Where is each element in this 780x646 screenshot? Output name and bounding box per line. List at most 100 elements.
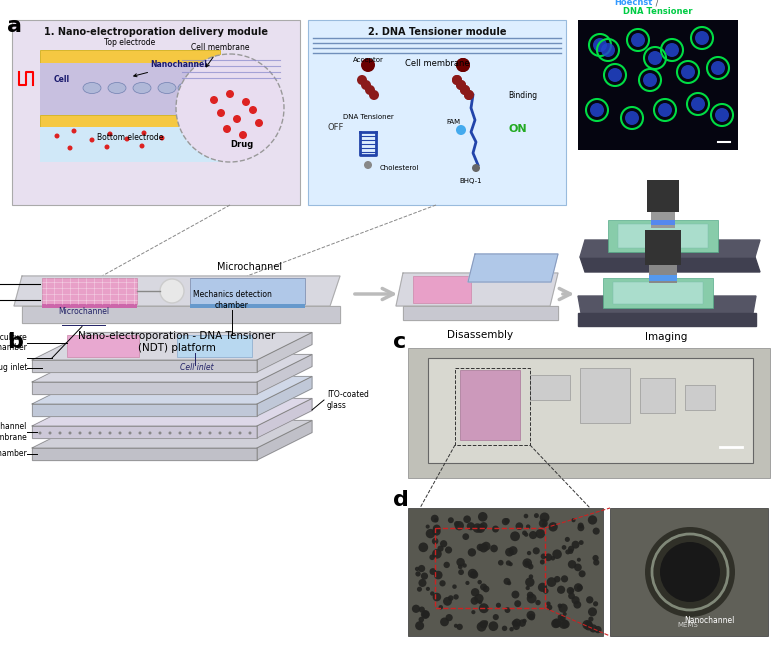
Circle shape: [364, 161, 372, 169]
Circle shape: [509, 627, 514, 631]
Circle shape: [590, 103, 604, 117]
Circle shape: [691, 97, 705, 111]
Circle shape: [419, 617, 424, 622]
Text: Bottom electrode: Bottom electrode: [97, 133, 163, 142]
Bar: [428, 358, 753, 463]
Circle shape: [456, 58, 470, 72]
Circle shape: [526, 586, 530, 590]
Circle shape: [179, 432, 182, 435]
Circle shape: [523, 514, 528, 518]
Circle shape: [695, 31, 709, 45]
Circle shape: [566, 549, 570, 554]
Circle shape: [484, 620, 488, 625]
Polygon shape: [257, 399, 312, 438]
Circle shape: [496, 603, 501, 608]
Circle shape: [416, 571, 420, 577]
Circle shape: [369, 90, 379, 100]
Circle shape: [561, 575, 568, 583]
Circle shape: [432, 527, 441, 536]
Bar: [578, 20, 738, 150]
Ellipse shape: [108, 83, 126, 94]
Circle shape: [594, 626, 601, 633]
Bar: [40, 50, 220, 63]
Bar: [685, 385, 715, 410]
Text: Nano-electroporation - DNA Tensioner
(NDT) platform: Nano-electroporation - DNA Tensioner (ND…: [78, 331, 275, 353]
Circle shape: [210, 96, 218, 104]
Circle shape: [468, 548, 476, 557]
Circle shape: [476, 524, 485, 533]
Circle shape: [432, 549, 441, 559]
Polygon shape: [468, 254, 558, 282]
Circle shape: [249, 106, 257, 114]
Circle shape: [218, 432, 222, 435]
Circle shape: [198, 432, 201, 435]
Circle shape: [593, 601, 598, 607]
Polygon shape: [257, 377, 312, 416]
Circle shape: [421, 572, 428, 579]
Circle shape: [574, 583, 583, 592]
Circle shape: [68, 145, 73, 151]
Circle shape: [551, 619, 560, 628]
Bar: [40, 63, 220, 115]
Circle shape: [158, 432, 161, 435]
Polygon shape: [32, 360, 257, 372]
Circle shape: [470, 597, 478, 605]
Circle shape: [681, 65, 695, 79]
Circle shape: [98, 432, 101, 435]
Circle shape: [452, 75, 462, 85]
Circle shape: [105, 145, 109, 149]
Text: Acceptor: Acceptor: [353, 57, 384, 63]
Circle shape: [477, 544, 484, 551]
Circle shape: [512, 590, 519, 599]
Circle shape: [361, 80, 371, 90]
Circle shape: [357, 75, 367, 85]
Circle shape: [58, 432, 62, 435]
Circle shape: [463, 563, 466, 568]
Text: BHQ-1: BHQ-1: [459, 178, 482, 184]
Text: 1. Nano-electroporation delivery module: 1. Nano-electroporation delivery module: [44, 27, 268, 37]
Circle shape: [242, 98, 250, 106]
Circle shape: [528, 614, 535, 620]
Circle shape: [108, 132, 112, 136]
Circle shape: [658, 103, 672, 117]
Text: Nanochannel
membrane: Nanochannel membrane: [0, 422, 27, 442]
Circle shape: [458, 565, 463, 569]
Circle shape: [538, 583, 547, 592]
Circle shape: [505, 560, 511, 566]
Text: MEMS: MEMS: [678, 622, 698, 628]
Circle shape: [434, 571, 442, 579]
Circle shape: [572, 541, 580, 548]
Bar: [40, 115, 220, 127]
Text: Imaging: Imaging: [645, 332, 687, 342]
Polygon shape: [578, 313, 756, 326]
Bar: [42, 304, 137, 308]
Circle shape: [108, 432, 112, 435]
Circle shape: [415, 567, 419, 571]
Circle shape: [434, 518, 438, 523]
Circle shape: [558, 614, 564, 620]
Circle shape: [601, 43, 615, 57]
Circle shape: [480, 583, 487, 590]
Circle shape: [418, 543, 428, 552]
Circle shape: [458, 569, 464, 575]
Polygon shape: [403, 306, 558, 320]
Circle shape: [576, 585, 583, 591]
Circle shape: [578, 523, 583, 528]
Bar: [408, 508, 603, 636]
Bar: [613, 282, 703, 304]
Text: a: a: [7, 16, 22, 36]
Circle shape: [477, 622, 487, 632]
Text: Nanochannel: Nanochannel: [685, 616, 735, 625]
Bar: [530, 375, 570, 400]
Circle shape: [466, 581, 470, 585]
Polygon shape: [32, 448, 257, 460]
Circle shape: [189, 432, 192, 435]
Bar: [649, 265, 677, 283]
Text: Top electrode: Top electrode: [105, 38, 156, 47]
Text: OFF: OFF: [328, 123, 344, 132]
Circle shape: [79, 432, 81, 435]
Circle shape: [422, 611, 430, 618]
Text: Hoechst: Hoechst: [615, 0, 653, 7]
Circle shape: [456, 558, 465, 567]
Circle shape: [480, 522, 488, 530]
